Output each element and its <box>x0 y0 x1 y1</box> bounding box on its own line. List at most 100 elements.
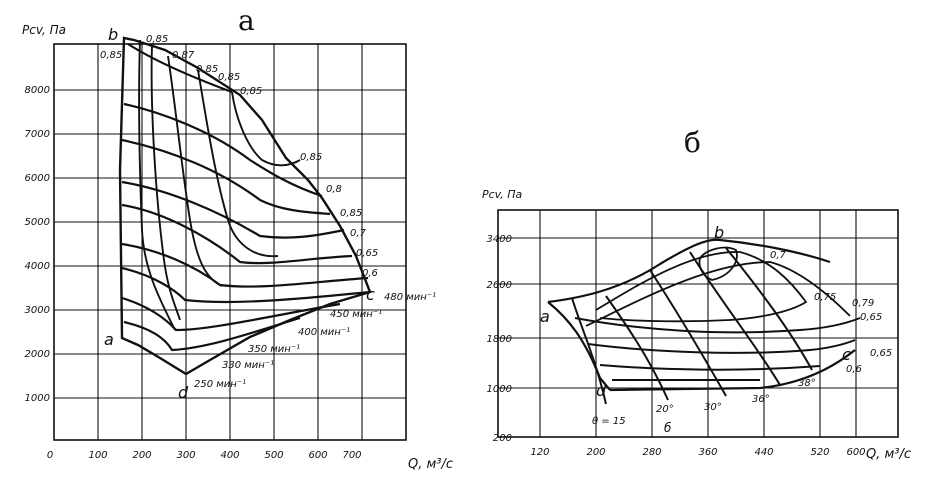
x-tick-label: 360 <box>698 447 717 458</box>
panel-a-efficiency-labels: 0,85 0,85 0,87 0,85 0,85 0,85 0,85 0,8 0… <box>100 34 378 279</box>
panel-a-corner-labels: a b c d <box>104 25 375 402</box>
panel-a: а Pсv, Па Q, м³/с 0 100 200 300 400 500 600 700… <box>22 4 453 472</box>
panel-a-efficiency-curve <box>150 43 181 321</box>
y-tick-label: 6000 <box>25 173 50 184</box>
eff-label: 0,65 <box>356 248 378 259</box>
panel-b-xlabel: Q, м³/с <box>866 447 911 462</box>
corner-label-b: b <box>108 25 118 44</box>
eff-label: 0,85 <box>196 64 218 75</box>
y-tick-label: 3000 <box>25 305 50 316</box>
eff-label: 0,8 <box>326 184 342 195</box>
corner-label-a: a <box>540 307 550 326</box>
panel-a-speed-curve <box>121 138 331 216</box>
panel-b-curves <box>547 238 861 405</box>
panel-a-grid <box>53 43 407 441</box>
speed-label: 250 мин⁻¹ <box>194 379 246 390</box>
panel-a-speed-labels: 480 мин⁻¹ 450 мин⁻¹ 400 мин⁻¹ 350 мин⁻¹ … <box>194 292 436 390</box>
x-tick-label: 120 <box>530 447 549 458</box>
eff-label: 0,7 <box>350 228 367 239</box>
panel-a-efficiency-curve <box>197 69 279 258</box>
y-tick-label: 5000 <box>25 217 50 228</box>
eff-label: 0,85 <box>100 50 122 61</box>
speed-label: 330 мин⁻¹ <box>222 360 274 371</box>
panel-a-curves <box>118 36 372 376</box>
speed-label: 480 мин⁻¹ <box>384 292 436 303</box>
panel-a-efficiency-curve <box>231 91 301 167</box>
panel-b-angle-curve <box>571 297 607 405</box>
y-tick-label: 4000 <box>25 261 50 272</box>
x-tick-label: 300 <box>176 450 195 461</box>
panel-b-boundary <box>609 349 856 392</box>
y-tick-label: 7000 <box>25 129 50 140</box>
y-tick-label: 1000 <box>25 393 50 404</box>
corner-label-c: c <box>366 285 375 304</box>
extra-label: б <box>664 421 672 435</box>
eff-label: 0,6 <box>846 364 862 375</box>
y-tick-label: 1000 <box>487 384 512 395</box>
plot-frame <box>497 209 899 438</box>
panel-a-speed-curve <box>123 102 323 198</box>
corner-label-c: c <box>842 345 851 364</box>
x-tick-label: 600 <box>308 450 327 461</box>
eff-label: 0,85 <box>300 152 322 163</box>
panel-a-speed-curve <box>123 316 301 352</box>
speed-label: 350 мин⁻¹ <box>248 344 300 355</box>
speed-label: 400 мин⁻¹ <box>298 327 350 338</box>
y-tick-label: 1800 <box>487 334 512 345</box>
x-tick-label: 400 <box>220 450 239 461</box>
panel-b-y-ticks: 200 1000 1800 2600 3400 <box>487 234 512 444</box>
x-tick-label: 600 <box>846 447 865 458</box>
panel-b-boundary <box>547 238 831 304</box>
panel-b-ylabel: Pсv, Па <box>482 188 523 201</box>
angle-label: 36° <box>752 394 770 405</box>
panel-a-efficiency-curve <box>138 39 176 331</box>
panel-a-speed-curve <box>121 266 371 304</box>
speed-label: 450 мин⁻¹ <box>330 309 382 320</box>
panel-a-boundary <box>118 36 372 376</box>
panel-b-angle-curve <box>689 251 781 386</box>
eff-label: 0,87 <box>172 50 195 61</box>
x-tick-label: 100 <box>88 450 107 461</box>
eff-label: 0,6 <box>362 268 378 279</box>
panel-b-angle-curve <box>605 295 669 401</box>
eff-label: 0,85 <box>146 34 168 45</box>
eff-label: 0,7 <box>770 250 787 261</box>
y-tick-label: 2600 <box>487 280 512 291</box>
x-tick-label: 200 <box>586 447 605 458</box>
corner-label-d: d <box>596 381 607 400</box>
panel-a-speed-curve <box>121 296 341 332</box>
panel-b-angle-labels: θ = 15 20° 30° 36° 38° б <box>592 378 816 435</box>
angle-label: θ = 15 <box>592 416 626 427</box>
panel-b-pressure-curve <box>599 364 821 371</box>
panel-a-xlabel: Q, м³/с <box>408 457 453 472</box>
panel-b-corner-labels: a b c d <box>540 223 851 400</box>
x-tick-label: 700 <box>342 450 361 461</box>
panel-b-efficiency-curve <box>585 261 851 327</box>
eff-label: 0,79 <box>852 298 874 309</box>
corner-label-d: d <box>178 383 189 402</box>
corner-label-a: a <box>104 330 114 349</box>
eff-label: 0,75 <box>814 292 836 303</box>
panel-b-pressure-curve <box>574 317 861 334</box>
panel-a-y-ticks: 1000 2000 3000 4000 5000 6000 7000 8000 <box>25 85 50 404</box>
x-tick-label: 500 <box>264 450 283 461</box>
panel-b-angle-curve <box>649 269 727 397</box>
panel-a-x-ticks: 0 100 200 300 400 500 600 700 <box>47 450 362 461</box>
panel-a-label: а <box>238 4 255 37</box>
panel-b-label: б <box>684 126 701 159</box>
panel-b-x-ticks: 120 200 280 360 440 520 600 <box>530 447 865 458</box>
panel-a-efficiency-curve <box>167 55 223 287</box>
y-tick-label: 8000 <box>25 85 50 96</box>
angle-label: 38° <box>798 378 816 389</box>
panel-b-pressure-curve <box>587 339 856 354</box>
eff-label: 0,85 <box>340 208 362 219</box>
eff-label: 0,65 <box>860 312 882 323</box>
panel-a-ylabel: Pсv, Па <box>22 23 66 37</box>
y-tick-label: 2000 <box>25 349 50 360</box>
panel-b: б Pсv, Па Q, м³/с 120 200 280 360 440 520 600 … <box>482 126 911 462</box>
corner-label-b: b <box>714 223 724 242</box>
eff-label: 0,85 <box>240 86 262 97</box>
panel-b-efficiency-curve <box>595 251 808 323</box>
panel-b-efficiency-labels: 0,7 0,75 0,79 0,65 0,65 0,6 <box>770 250 892 375</box>
